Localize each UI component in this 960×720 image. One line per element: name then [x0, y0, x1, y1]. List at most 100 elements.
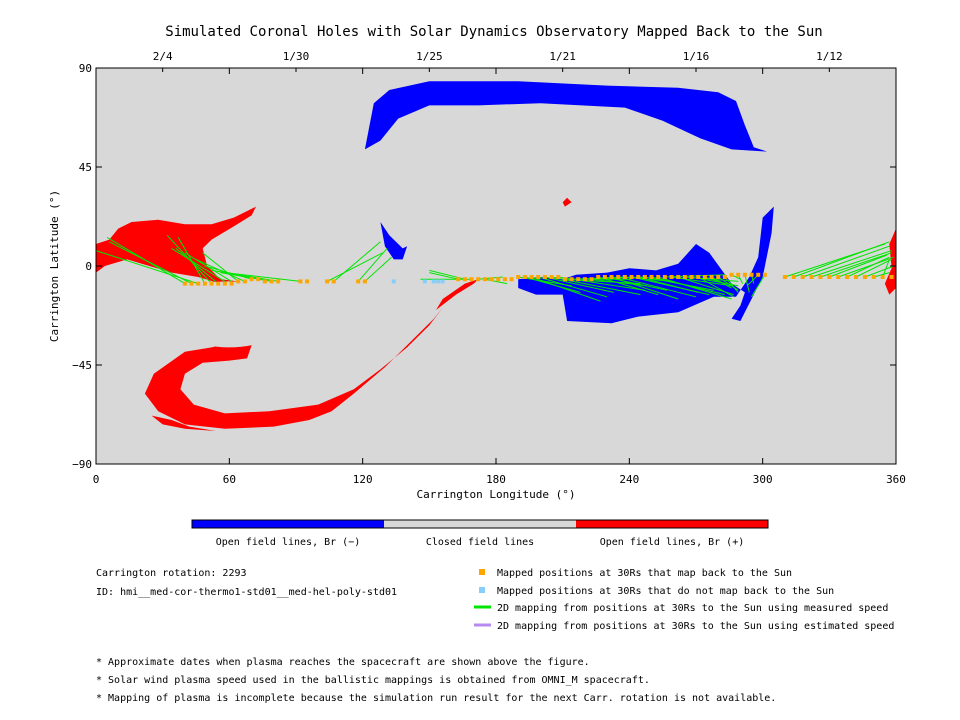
- x-tick-label-2: 120: [353, 473, 373, 486]
- y-axis-label: Carrington Latitude (°): [48, 190, 61, 342]
- legend-mapped-label: Mapped positions at 30Rs that map back t…: [497, 568, 792, 579]
- mapping-line-35: [598, 276, 659, 296]
- mapped-point-18: [331, 279, 336, 284]
- mapping-line-2: [95, 250, 199, 285]
- mapped-point-53: [669, 275, 674, 279]
- mapped-point-22: [462, 277, 467, 282]
- mapped-point-3: [202, 281, 207, 286]
- mapped-point-75: [845, 275, 850, 279]
- mapped-point-65: [749, 272, 754, 277]
- mapping-line-41: [638, 276, 699, 293]
- mapped-point-29: [509, 277, 514, 282]
- colorbar-frame: [191, 519, 769, 529]
- colorbar-label-closed: Closed field lines: [426, 537, 534, 548]
- date-tick-label-0: 2/4: [153, 50, 173, 63]
- mapped-point-52: [662, 275, 667, 279]
- mapped-point-70: [800, 275, 805, 279]
- mapped-points: [182, 272, 894, 286]
- mapping-line-64: [811, 250, 892, 278]
- mapping-line-71: [873, 272, 890, 278]
- mapped-point-38: [569, 277, 574, 282]
- date-tick-label-4: 1/16: [683, 50, 710, 63]
- mapped-point-28: [502, 277, 507, 282]
- mapping-line-12: [211, 269, 279, 282]
- mapped-point-74: [836, 275, 841, 279]
- mapping-line-52: [711, 276, 732, 289]
- mapped-point-15: [298, 279, 303, 284]
- y-tick-label-0: 90: [79, 62, 92, 75]
- mapping-line-50: [697, 276, 735, 298]
- mapped-point-5: [216, 281, 221, 286]
- y-tick-label-3: −45: [72, 359, 92, 372]
- mapping-line-25: [531, 276, 601, 302]
- mapped-point-8: [236, 279, 241, 284]
- mapping-line-44: [658, 276, 732, 300]
- mapping-line-69: [855, 258, 892, 278]
- mapping-line-54: [724, 276, 739, 293]
- mapping-line-26: [538, 276, 608, 298]
- mapped-point-77: [862, 275, 867, 279]
- coronal-hole-positive-4: [151, 415, 216, 431]
- colorbar-label-negative: Open field lines, Br (−): [216, 537, 361, 548]
- mapped-point-21: [456, 277, 461, 282]
- note-incomplete: * Mapping of plasma is incomplete becaus…: [96, 693, 776, 704]
- mapped-point-57: [696, 275, 701, 279]
- mapping-line-22: [484, 278, 508, 285]
- mapped-point-72: [818, 275, 823, 279]
- mapped-point-54: [676, 275, 681, 279]
- x-tick-label-0: 0: [93, 473, 100, 486]
- mapped-point-25: [482, 277, 487, 282]
- colorbar-segment-1: [384, 520, 576, 528]
- mapped-point-30: [516, 275, 521, 279]
- mapped-point-61: [722, 275, 727, 279]
- colorbar-label-positive: Open field lines, Br (+): [600, 537, 745, 548]
- mapped-point-78: [871, 275, 876, 279]
- mapping-line-37: [611, 276, 679, 300]
- mapped-point-45: [616, 275, 621, 279]
- mapped-point-63: [736, 272, 741, 277]
- mapping-line-45: [664, 274, 725, 278]
- note-speed-source: * Solar wind plasma speed used in the ba…: [96, 675, 650, 686]
- unmapped-point-3: [436, 279, 441, 284]
- mapping-line-34: [591, 278, 648, 287]
- x-axis-label: Carrington Longitude (°): [417, 488, 576, 501]
- mapping-line-14: [326, 252, 383, 282]
- mapped-point-76: [854, 275, 858, 279]
- mapped-point-64: [742, 272, 747, 277]
- date-tick-label-3: 1/21: [549, 50, 576, 63]
- mapped-point-23: [469, 277, 474, 282]
- mapped-point-68: [782, 275, 787, 279]
- carrington-rotation: Carrington rotation: 2293: [96, 568, 247, 579]
- unmapped-point-4: [440, 279, 445, 284]
- mapped-point-1: [189, 281, 194, 286]
- mapping-line-5: [175, 248, 219, 284]
- mapped-point-27: [496, 277, 501, 282]
- mapped-point-50: [649, 275, 654, 279]
- closed-field-island: [167, 281, 292, 348]
- mapped-point-73: [827, 275, 832, 279]
- mapped-point-48: [636, 275, 641, 279]
- legend-mapped-marker: [479, 569, 485, 575]
- mapped-point-10: [249, 277, 254, 282]
- mapping-line-65: [820, 252, 892, 278]
- mapping-line-68: [846, 256, 890, 278]
- coronal-hole-negative-0: [364, 81, 768, 152]
- mapped-point-66: [756, 272, 761, 277]
- mapping-line-36: [604, 276, 668, 291]
- mapping-line-15: [333, 241, 381, 282]
- axes: 0 60 120 180 240 300 360 90 45 0 −45 −90 2/4 1/30 1/25…: [72, 50, 906, 486]
- mapped-point-60: [716, 275, 721, 279]
- mapped-point-33: [536, 275, 541, 279]
- plot-background: [96, 68, 896, 464]
- mapped-point-9: [242, 279, 247, 284]
- mapping-line-66: [829, 254, 888, 278]
- mapped-point-44: [609, 275, 614, 279]
- chart-title: Simulated Coronal Holes with Solar Dynam…: [165, 24, 822, 40]
- mapped-point-62: [729, 272, 734, 277]
- mapped-point-80: [889, 275, 894, 279]
- mapped-point-42: [596, 275, 601, 279]
- mapped-point-49: [642, 275, 647, 279]
- mapping-line-13: [224, 272, 301, 282]
- mapped-point-31: [522, 275, 527, 279]
